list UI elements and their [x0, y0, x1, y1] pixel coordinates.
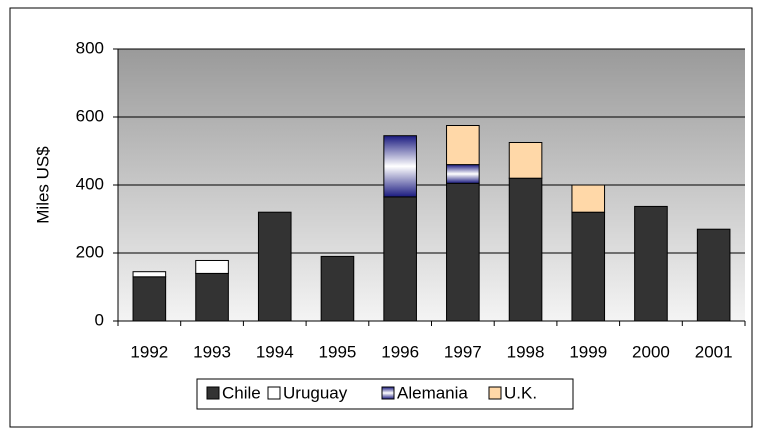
legend-swatch: [267, 386, 281, 400]
bar-segment: [195, 272, 229, 322]
bar-segment: [446, 164, 480, 184]
y-tick-label: 0: [95, 310, 104, 329]
bar-segment: [508, 177, 543, 322]
bar-segment: [383, 135, 417, 198]
x-tick-label: 1999: [569, 342, 607, 361]
x-tick-label: 1997: [444, 342, 482, 361]
legend-label: Chile: [222, 383, 261, 402]
bar-segment: [571, 184, 606, 213]
bar-segment: [383, 196, 417, 322]
bar-segment: [195, 259, 229, 274]
bar-segment: [696, 228, 731, 322]
bar-segment: [132, 271, 167, 278]
bar-segment: [132, 276, 167, 322]
legend-swatch: [488, 386, 502, 400]
legend-label: U.K.: [504, 383, 537, 402]
x-tick-label: 1995: [319, 342, 357, 361]
x-tick-label: 2000: [632, 342, 670, 361]
x-tick-label: 1992: [130, 342, 168, 361]
x-tick-label: 1996: [381, 342, 419, 361]
y-tick-label: 200: [76, 242, 104, 261]
x-tick-label: 1993: [193, 342, 231, 361]
legend-label: Alemania: [397, 383, 468, 402]
bar-segment: [446, 182, 480, 322]
x-tick-label: 2001: [695, 342, 733, 361]
bar-segment: [320, 255, 355, 322]
legend-label: Uruguay: [283, 383, 348, 402]
x-tick-label: 1998: [507, 342, 545, 361]
y-tick-label: 400: [76, 174, 104, 193]
legend-swatch: [206, 386, 220, 400]
y-tick-label: 800: [76, 38, 104, 57]
y-axis-label: Miles US$: [33, 146, 52, 224]
bar-segment: [571, 211, 606, 322]
bar-segment: [257, 211, 292, 322]
x-tick-label: 1994: [256, 342, 294, 361]
legend-swatch: [381, 386, 395, 400]
y-tick-label: 600: [76, 106, 104, 125]
bar-segment: [634, 205, 668, 322]
bar-segment: [446, 125, 480, 166]
bar-segment: [508, 142, 543, 179]
